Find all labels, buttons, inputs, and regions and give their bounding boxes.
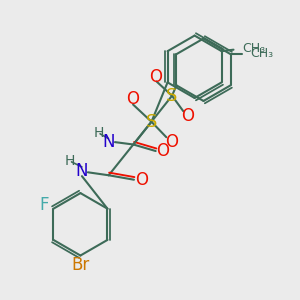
Text: S: S xyxy=(166,87,178,105)
Text: H: H xyxy=(93,126,104,140)
Text: O: O xyxy=(135,171,148,189)
Text: O: O xyxy=(181,107,194,125)
Text: O: O xyxy=(149,68,163,86)
Text: O: O xyxy=(126,90,139,108)
Text: Br: Br xyxy=(71,256,90,274)
Text: CH₃: CH₃ xyxy=(250,47,273,60)
Text: F: F xyxy=(40,196,49,214)
Text: CH₃: CH₃ xyxy=(242,42,265,55)
Text: O: O xyxy=(156,142,169,160)
Text: N: N xyxy=(76,162,88,180)
Text: N: N xyxy=(102,133,115,151)
Text: S: S xyxy=(146,113,157,131)
Text: O: O xyxy=(165,133,178,151)
Text: H: H xyxy=(64,154,75,168)
